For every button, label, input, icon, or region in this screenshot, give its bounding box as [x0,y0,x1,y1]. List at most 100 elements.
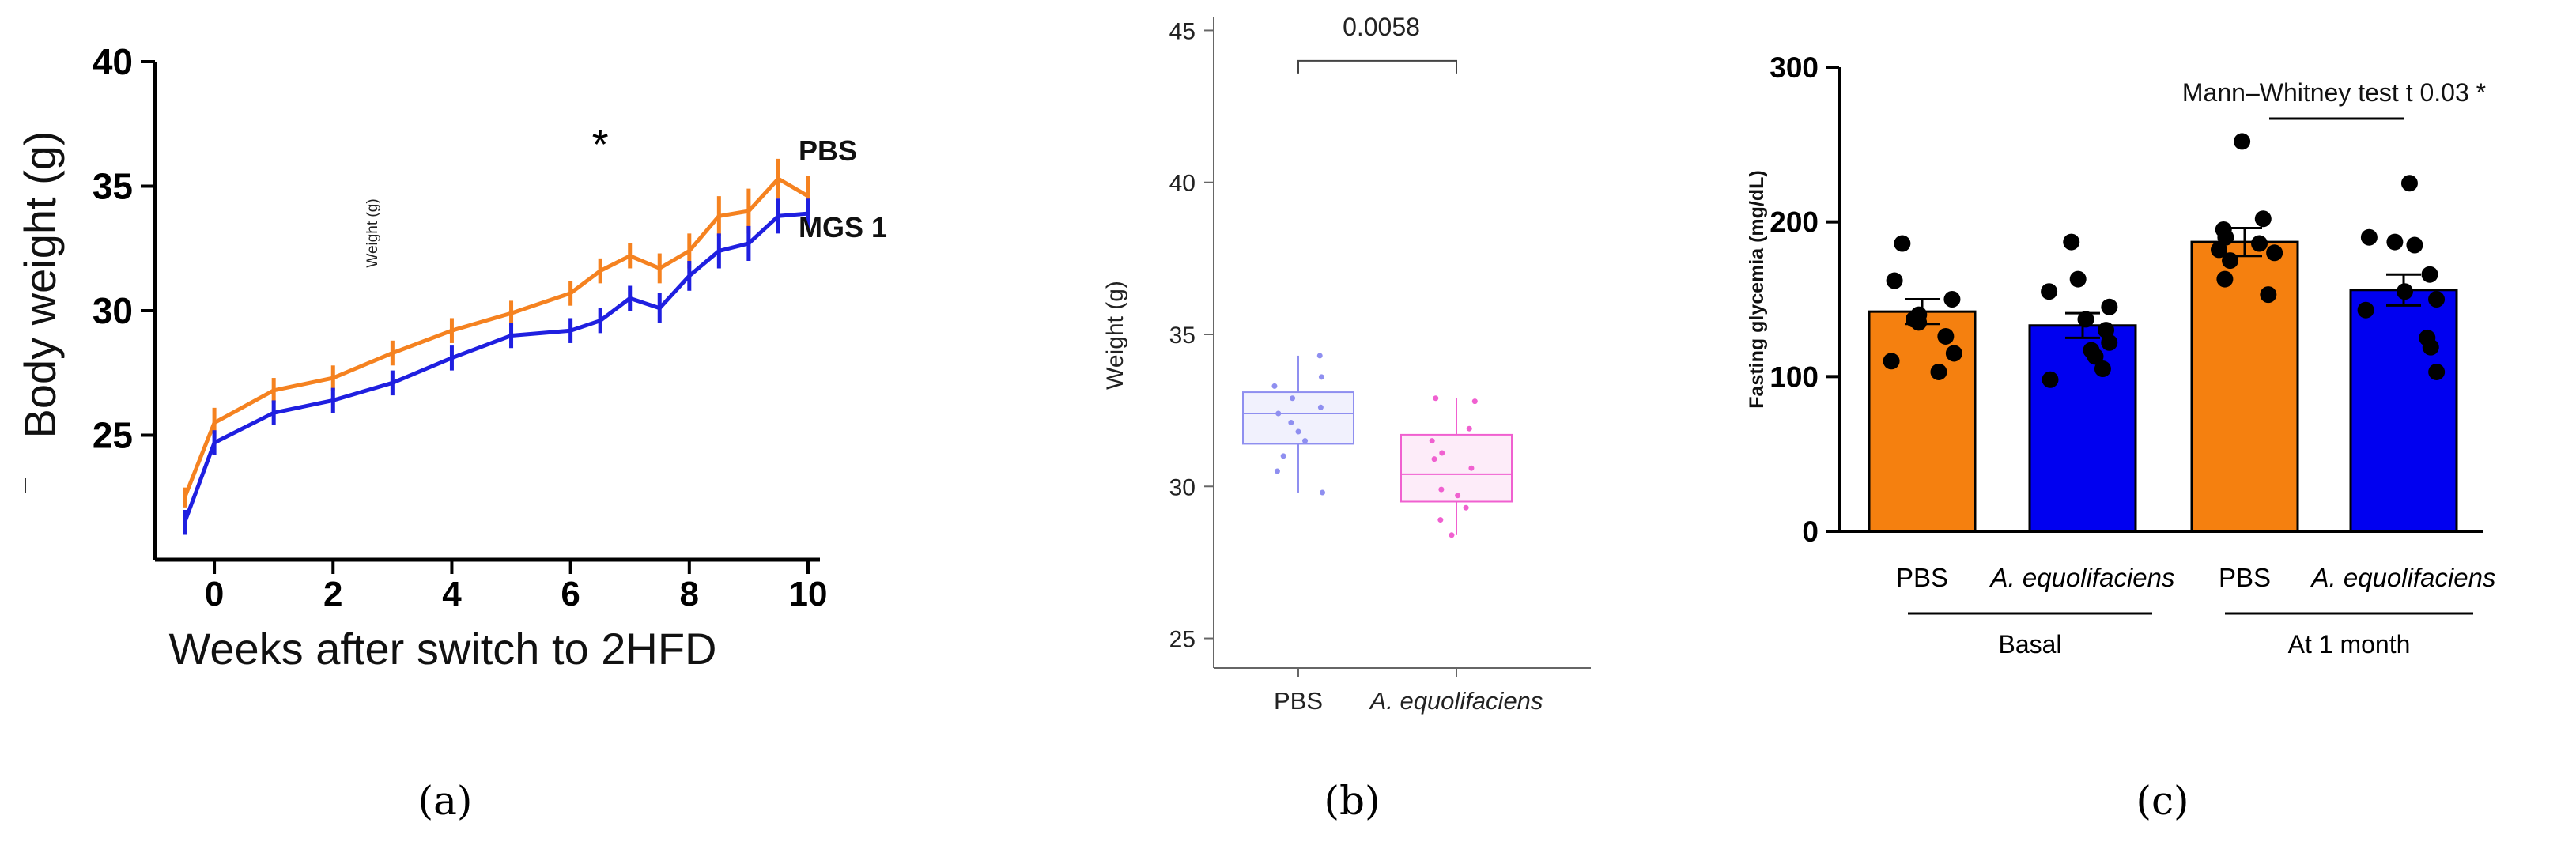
b-y-tick-label: 30 [1169,474,1195,500]
b-y-tick-label: 35 [1169,323,1195,349]
c-point [2077,311,2094,328]
c-point [2428,291,2446,308]
panel-a-line-chart: Body weight (g) Weeks after switch to 2H… [15,41,887,674]
c-point [2421,266,2438,283]
b-category-label: PBS [1274,687,1323,715]
panel-a-y-axis-label: Body weight (g) [15,130,65,438]
c-point [2386,233,2404,251]
c-point [2101,334,2118,351]
c-bar [2190,240,2299,533]
b-point [1455,493,1461,499]
panel-a-inset-note: Weight (g) [364,198,381,267]
c-y-tick-label: 100 [1770,360,1819,393]
c-point [1937,327,1955,345]
c-point [2087,348,2104,365]
b-point [1431,456,1437,462]
c-group-label: At 1 month [2288,630,2411,659]
b-comparison-bracket [1297,59,1457,74]
c-point [1910,314,1928,331]
c-point [2041,283,2058,300]
c-point [2217,228,2234,246]
c-point [2063,233,2080,251]
c-point [2406,236,2423,254]
b-point [1463,504,1469,511]
b-point [1295,428,1301,435]
b-box [1242,391,1354,445]
c-point [1930,363,1947,380]
b-y-tick-label: 45 [1169,18,1195,44]
a-series-label: PBS [799,134,857,167]
c-bar [2349,289,2458,533]
c-group-label: Basal [1998,630,2061,659]
b-point [1466,425,1472,432]
c-point [1945,345,1962,362]
panel-b-box-plot: Weight (g) 0.0058 25 30 35 40 45 PBS A. equoli… [1102,13,1591,715]
a-series-line-2 [183,211,809,523]
panel-c-y-axis-label: Fasting glycemia (mg/dL) [1746,170,1768,408]
c-point [1886,272,1903,289]
b-point [1317,404,1324,410]
a-x-tick-label: 0 [205,575,224,613]
a-y-tick-label: 40 [93,41,133,82]
a-y-tick-label: 30 [93,290,133,331]
c-point [2422,338,2439,356]
c-y-tick-label: 0 [1802,515,1819,548]
b-point [1302,438,1309,444]
c-point [2266,244,2283,262]
b-point [1274,468,1280,474]
b-point [1438,486,1445,493]
c-y-tick-label: 200 [1770,206,1819,239]
panel-b-comparison-label: 0.0058 [1343,13,1420,41]
b-point [1290,395,1296,402]
b-point [1449,532,1455,538]
b-point [1316,353,1323,359]
c-point [2222,252,2239,270]
c-point [2216,270,2234,288]
c-point [2260,286,2277,304]
c-point [2234,133,2251,150]
c-point [1883,353,1900,370]
b-point [1271,383,1278,389]
c-point [2357,301,2374,319]
a-x-tick-label: 6 [561,575,580,613]
c-point [2042,371,2059,388]
b-point [1471,398,1478,405]
panel-c-label: (c) [2136,778,2189,824]
a-series-line-1 [183,176,810,499]
a-y-tick-label: 35 [93,166,133,207]
b-point [1437,517,1444,523]
a-x-tick-label: 4 [442,575,462,613]
c-point [1943,291,1961,308]
c-point [2094,360,2111,378]
c-category-label: A. equolifaciens [2310,563,2496,592]
b-y-tick-label: 25 [1169,627,1195,653]
c-point [2254,210,2272,228]
c-point [2101,298,2118,315]
b-point [1275,410,1282,417]
panel-a-label: (a) [418,778,473,824]
c-point [2396,283,2413,300]
a-significance-mark: * [592,121,609,168]
b-point [1439,450,1445,456]
b-point [1468,465,1475,471]
c-category-label: PBS [2219,563,2271,592]
b-box [1400,433,1513,503]
c-point [1894,235,1911,252]
a-x-tick-label: 8 [680,575,699,613]
a-x-tick-label: 10 [789,575,828,613]
c-point [2360,228,2378,246]
panel-b-label: (b) [1324,778,1380,824]
b-y-tick-label: 40 [1169,171,1195,197]
b-point [1433,395,1439,402]
a-x-tick-label: 2 [323,575,342,613]
a-y-tick-label: 25 [93,415,133,456]
a-series-label: MGS 1 [799,211,887,243]
b-category-label: A. equolifaciens [1369,687,1543,715]
c-point [2400,175,2418,192]
c-category-label: PBS [1896,563,1948,592]
b-point [1280,453,1286,459]
b-point [1319,489,1325,496]
c-point [2069,270,2087,288]
panel-a-x-axis-label: Weeks after switch to 2HFD [169,624,717,674]
c-point [2428,363,2446,380]
